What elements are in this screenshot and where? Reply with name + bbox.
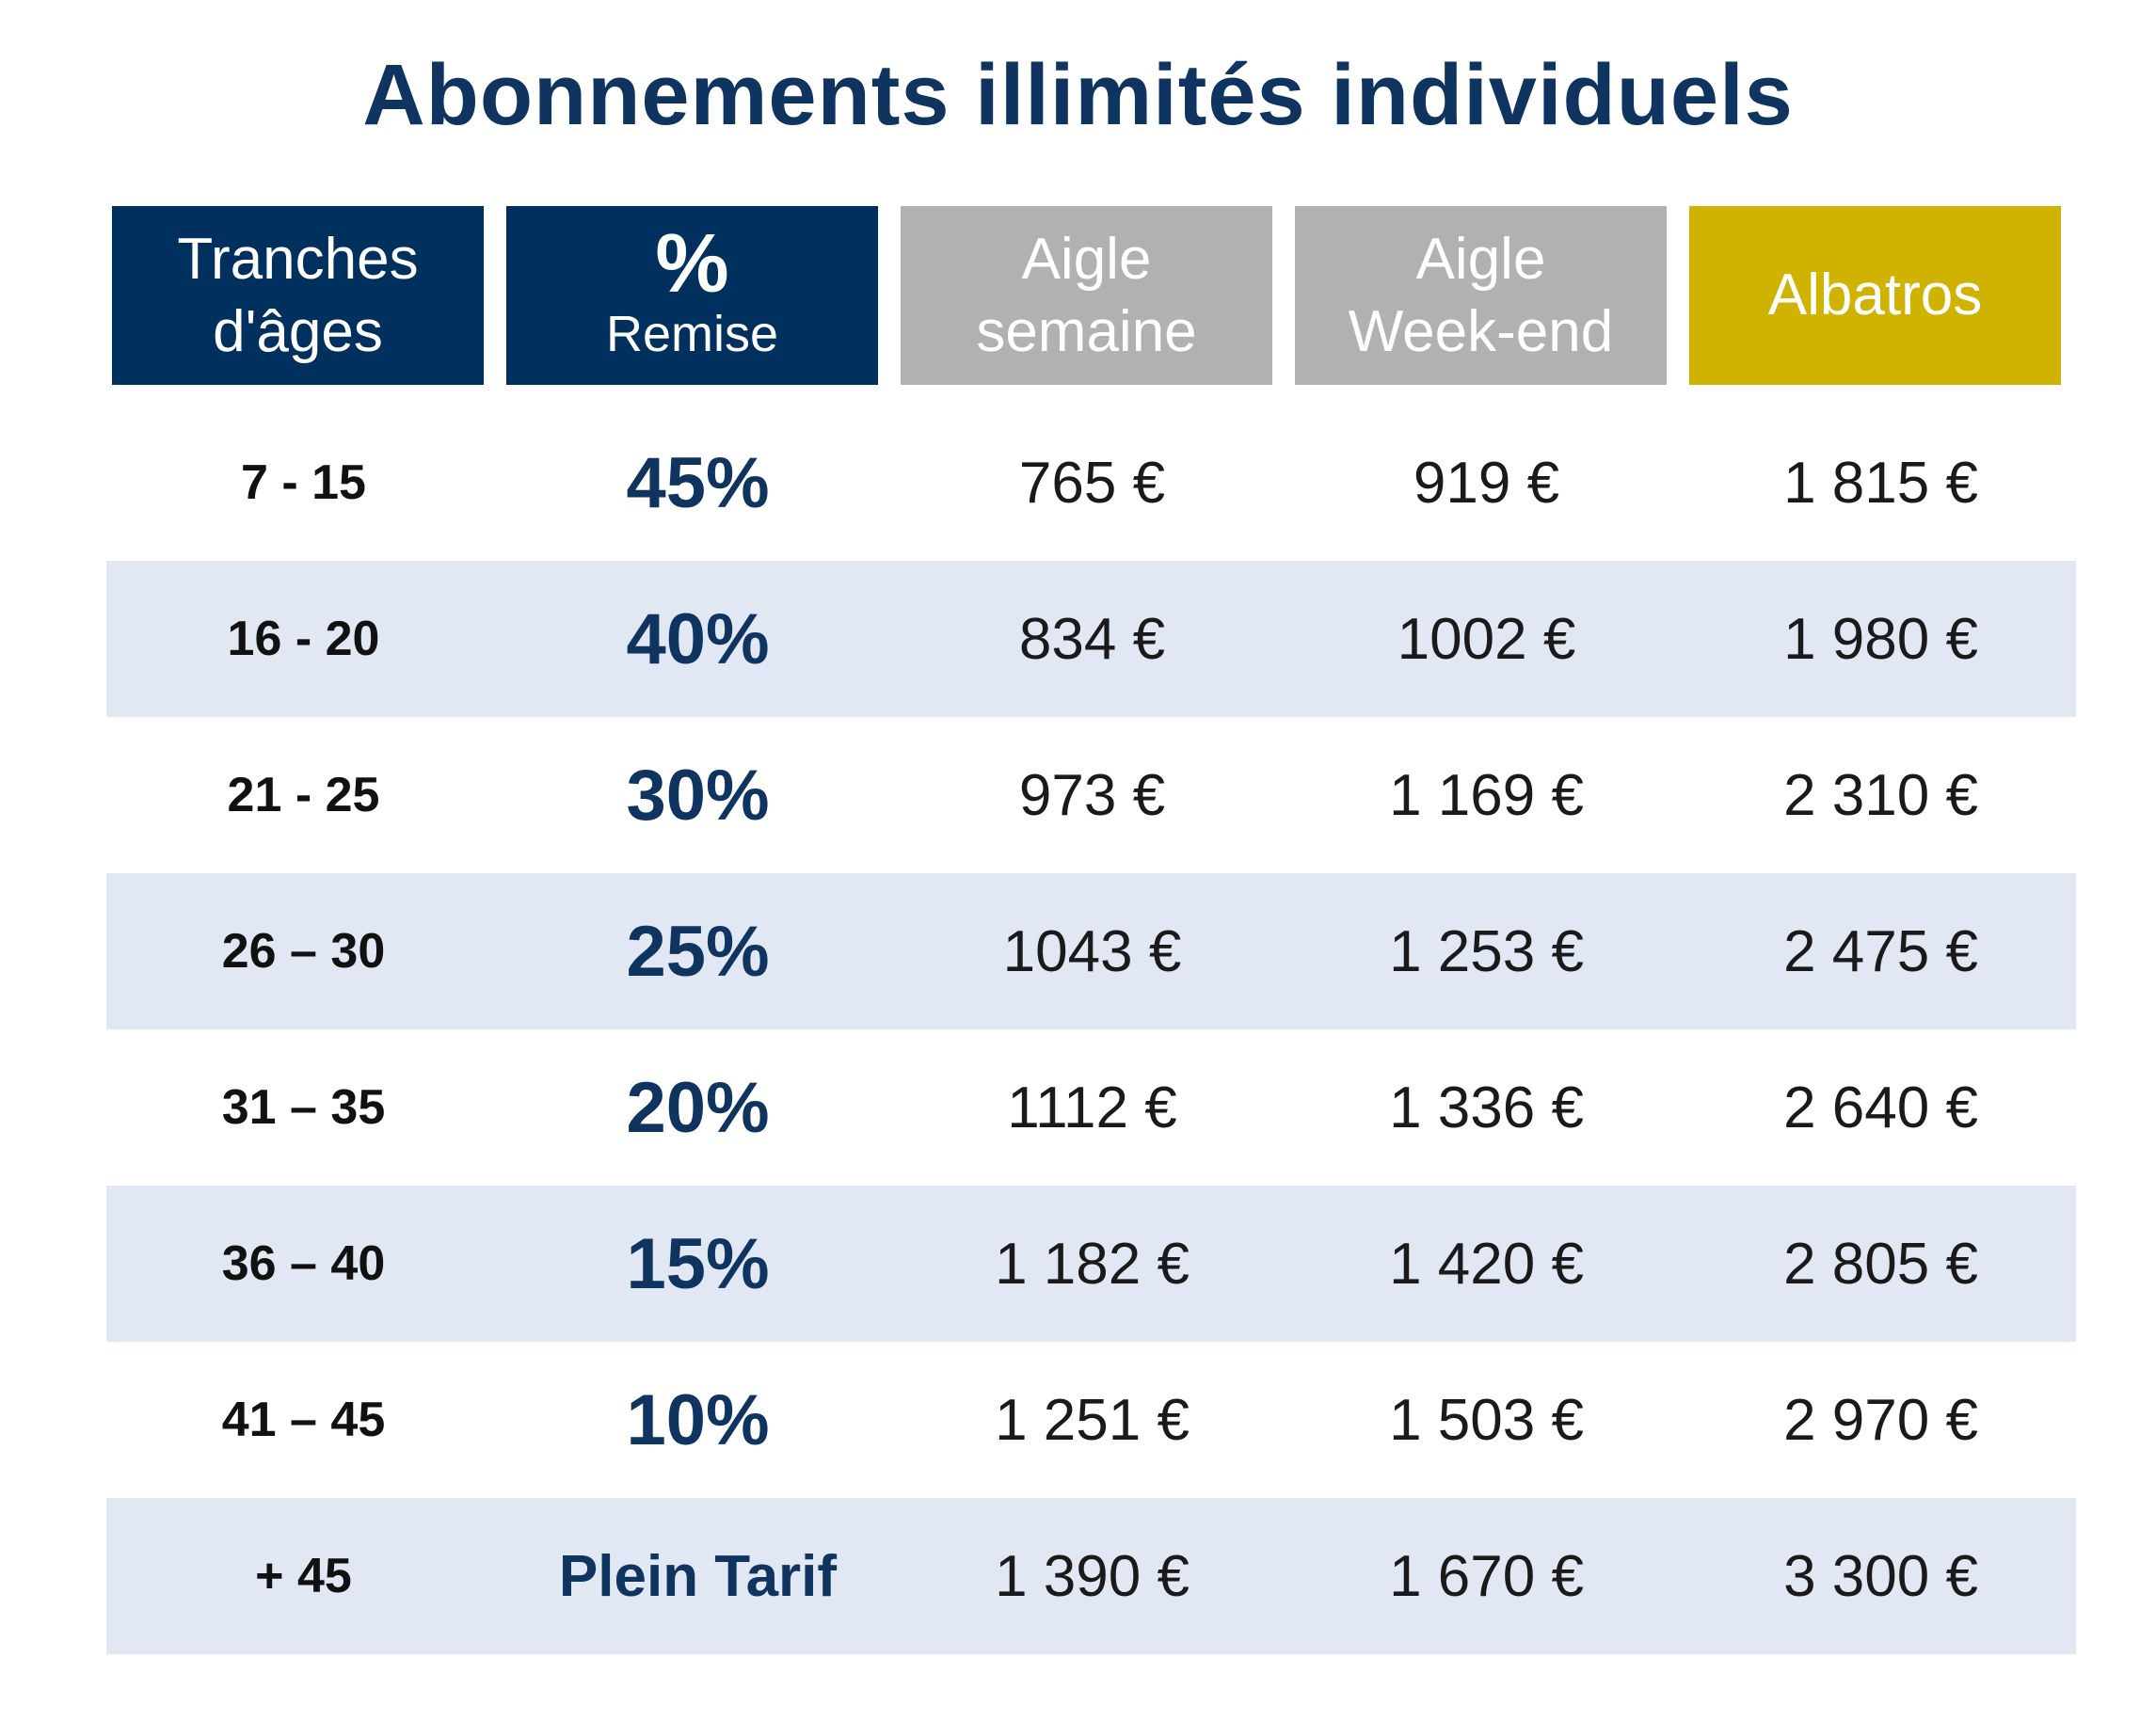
albatros-price: 2 640 €: [1783, 1075, 1978, 1140]
aigle-weekend-price: 1 503 €: [1389, 1387, 1584, 1453]
header-albatros: Albatros: [1684, 200, 2067, 390]
aigle-weekend-price: 919 €: [1413, 450, 1560, 516]
percent-symbol: %: [655, 216, 729, 311]
aigle-weekend-price: 1 420 €: [1389, 1231, 1584, 1297]
table-row: 7 - 15 45% 765 € 919 € 1 815 €: [106, 405, 2076, 561]
header-aigle-weekend-line1: Aigle: [1415, 226, 1546, 292]
discount-cell: 10%: [626, 1379, 770, 1460]
aigle-semaine-price: 1 390 €: [995, 1543, 1190, 1609]
header-aigle-semaine-line2: semaine: [976, 299, 1197, 364]
header-age-line2: d'âges: [213, 299, 383, 364]
age-cell: 31 – 35: [221, 1080, 386, 1135]
albatros-price: 2 310 €: [1783, 762, 1978, 828]
albatros-price: 2 805 €: [1783, 1231, 1978, 1297]
aigle-weekend-price: 1 253 €: [1389, 918, 1584, 984]
aigle-semaine-price: 834 €: [1018, 606, 1166, 672]
aigle-semaine-price: 1 251 €: [995, 1387, 1190, 1453]
age-cell: 16 - 20: [227, 612, 380, 666]
header-aigle-weekend: Aigle Week-end: [1289, 200, 1672, 390]
age-cell: 36 – 40: [221, 1236, 386, 1291]
table-row: 31 – 35 20% 1112 € 1 336 € 2 640 €: [106, 1029, 2076, 1186]
header-discount: % Remise: [501, 200, 884, 390]
age-cell: 7 - 15: [241, 455, 366, 510]
table-row: + 45 Plein Tarif 1 390 € 1 670 € 3 300 €: [106, 1498, 2076, 1654]
aigle-semaine-price: 973 €: [1018, 762, 1166, 828]
albatros-price: 3 300 €: [1783, 1543, 1978, 1609]
age-cell: + 45: [255, 1549, 352, 1603]
table-header: Tranches d'âges % Remise Aigle semaine A…: [106, 200, 2076, 390]
aigle-weekend-price: 1002 €: [1397, 606, 1576, 672]
aigle-weekend-price: 1 336 €: [1389, 1075, 1584, 1140]
age-cell: 21 - 25: [227, 768, 380, 822]
discount-cell: 45%: [626, 442, 770, 523]
page-title: Abonnements illimités individuels: [362, 47, 1794, 143]
table-row: 26 – 30 25% 1043 € 1 253 € 2 475 €: [106, 873, 2076, 1029]
table-row: 21 - 25 30% 973 € 1 169 € 2 310 €: [106, 717, 2076, 873]
aigle-semaine-price: 1 182 €: [995, 1231, 1190, 1297]
header-aigle-semaine: Aigle semaine: [895, 200, 1278, 390]
aigle-weekend-price: 1 670 €: [1389, 1543, 1584, 1609]
aigle-semaine-price: 765 €: [1018, 450, 1166, 516]
aigle-semaine-price: 1112 €: [1007, 1075, 1177, 1140]
discount-cell: Plein Tarif: [558, 1543, 838, 1609]
table-row: 16 - 20 40% 834 € 1002 € 1 980 €: [106, 561, 2076, 717]
albatros-price: 2 970 €: [1783, 1387, 1978, 1453]
table-row: 36 – 40 15% 1 182 € 1 420 € 2 805 €: [106, 1186, 2076, 1342]
header-age: Tranches d'âges: [106, 200, 489, 390]
aigle-weekend-price: 1 169 €: [1389, 762, 1584, 828]
discount-cell: 20%: [626, 1067, 770, 1148]
age-cell: 26 – 30: [221, 924, 386, 979]
albatros-price: 1 980 €: [1783, 606, 1978, 672]
header-discount-label: Remise: [605, 306, 779, 363]
discount-cell: 30%: [626, 755, 770, 836]
header-aigle-weekend-line2: Week-end: [1348, 299, 1614, 364]
albatros-price: 1 815 €: [1783, 450, 1978, 516]
aigle-semaine-price: 1043 €: [1002, 918, 1182, 984]
table-row: 41 – 45 10% 1 251 € 1 503 € 2 970 €: [106, 1342, 2076, 1498]
header-albatros-label: Albatros: [1767, 263, 1983, 328]
discount-cell: 15%: [626, 1223, 770, 1304]
discount-cell: 40%: [626, 598, 770, 679]
price-table: 7 - 15 45% 765 € 919 € 1 815 € 16 - 20 4…: [106, 405, 2076, 1654]
albatros-price: 2 475 €: [1783, 918, 1978, 984]
header-age-line1: Tranches: [177, 226, 419, 292]
age-cell: 41 – 45: [221, 1393, 386, 1447]
header-aigle-semaine-line1: Aigle: [1021, 226, 1152, 292]
discount-cell: 25%: [626, 911, 770, 992]
